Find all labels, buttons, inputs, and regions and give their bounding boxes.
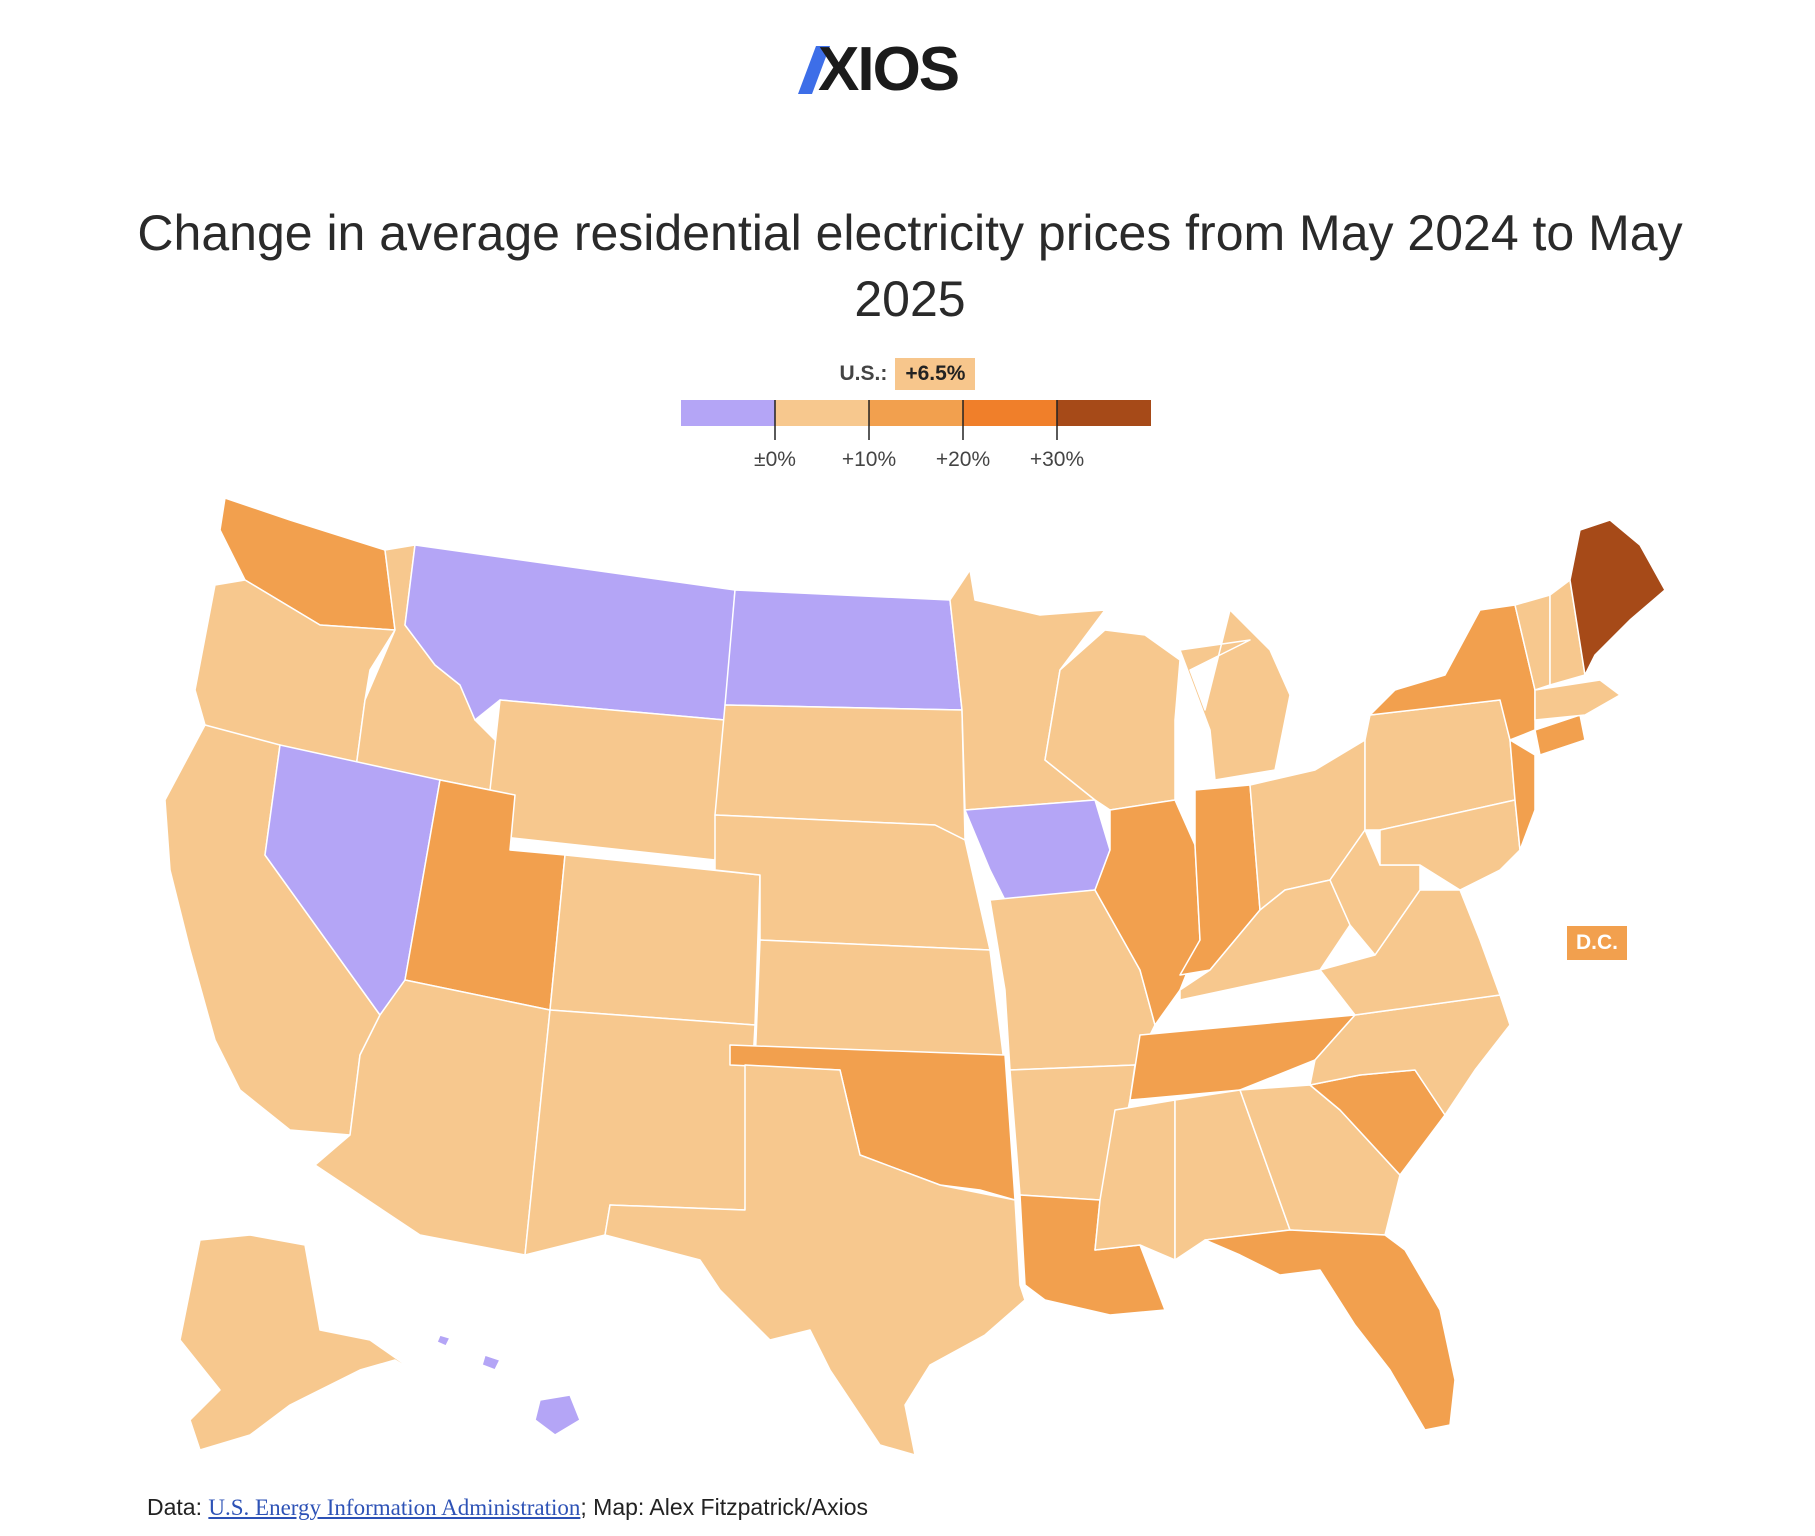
legend-bin — [869, 400, 963, 426]
chart-title: Change in average residential electricit… — [137, 205, 1683, 327]
state-connecticut-ri — [1534, 714, 1586, 756]
state-iowa — [964, 799, 1111, 901]
state-illinois — [1094, 799, 1201, 1026]
state-colorado — [549, 854, 761, 1026]
axios-logo: XIOS — [0, 40, 1815, 101]
state-michigan — [1179, 609, 1291, 781]
legend-tick-label: +30% — [1030, 448, 1084, 470]
state-alaska — [179, 1234, 421, 1451]
state-wyoming — [484, 699, 726, 861]
svg-text:XIOS: XIOS — [818, 40, 958, 96]
legend-bin — [963, 400, 1057, 426]
us-map — [164, 497, 1666, 1456]
state-texas — [604, 1064, 1026, 1456]
state-wisconsin — [1044, 629, 1181, 811]
us-value-badge: +6.5% — [895, 358, 976, 390]
legend-bin — [681, 400, 775, 426]
state-oregon — [194, 579, 396, 776]
legend-bin — [1057, 400, 1151, 426]
footer-suffix: ; Map: Alex Fitzpatrick/Axios — [580, 1494, 868, 1520]
state-north-dakota — [724, 589, 963, 711]
state-west-virginia — [1329, 829, 1421, 956]
state-hawaii — [436, 1334, 581, 1436]
legend-tick-label: ±0% — [754, 448, 796, 470]
legend-tick-label: +20% — [936, 448, 990, 470]
legend-bin — [775, 400, 869, 426]
state-florida — [1204, 1229, 1456, 1431]
us-label: U.S.: — [839, 362, 888, 385]
legend-tick-label: +10% — [842, 448, 896, 470]
color-legend: ±0% +10% +20% +30% — [681, 400, 1151, 470]
source-footer: Data: U.S. Energy Information Administra… — [147, 1494, 868, 1521]
source-link[interactable]: U.S. Energy Information Administration — [208, 1495, 581, 1520]
dc-badge: D.C. — [1567, 926, 1627, 960]
state-tennessee — [1129, 1014, 1356, 1101]
us-summary: U.S.: +6.5% — [0, 358, 1815, 390]
state-massachusetts — [1534, 679, 1621, 721]
state-new-jersey — [1509, 739, 1536, 851]
footer-prefix: Data: — [147, 1494, 209, 1520]
state-maine — [1569, 519, 1666, 676]
